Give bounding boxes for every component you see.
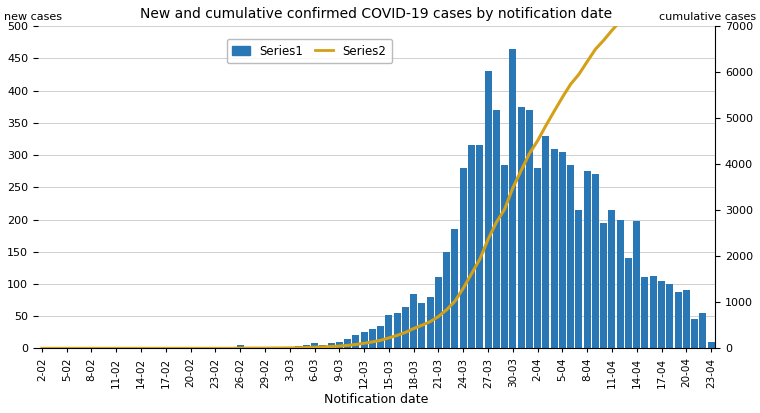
Bar bbox=[369, 329, 376, 348]
Bar bbox=[708, 342, 714, 348]
Bar bbox=[575, 210, 582, 348]
Bar bbox=[236, 345, 244, 348]
Bar bbox=[543, 136, 549, 348]
Bar bbox=[468, 145, 475, 348]
Bar bbox=[377, 326, 384, 348]
Bar bbox=[667, 284, 673, 348]
X-axis label: Notification date: Notification date bbox=[325, 393, 429, 406]
Bar bbox=[492, 110, 500, 348]
Bar bbox=[592, 174, 599, 348]
Bar bbox=[625, 258, 632, 348]
Title: New and cumulative confirmed COVID-19 cases by notification date: New and cumulative confirmed COVID-19 ca… bbox=[141, 7, 613, 21]
Bar bbox=[550, 149, 558, 348]
Bar bbox=[567, 165, 574, 348]
Legend: Series1, Series2: Series1, Series2 bbox=[226, 39, 392, 64]
Bar bbox=[451, 229, 458, 348]
Bar bbox=[287, 347, 293, 348]
Bar bbox=[336, 342, 343, 348]
Bar bbox=[633, 221, 640, 348]
Bar bbox=[699, 313, 706, 348]
Bar bbox=[460, 168, 467, 348]
Bar bbox=[328, 342, 334, 348]
Bar bbox=[319, 345, 326, 348]
Text: cumulative cases: cumulative cases bbox=[659, 12, 756, 22]
Bar bbox=[344, 339, 351, 348]
Bar bbox=[443, 252, 450, 348]
Bar bbox=[295, 347, 302, 348]
Bar bbox=[526, 110, 533, 348]
Bar bbox=[501, 165, 508, 348]
Bar bbox=[682, 290, 690, 348]
Bar bbox=[311, 343, 318, 348]
Bar bbox=[534, 168, 541, 348]
Bar bbox=[385, 315, 392, 348]
Bar bbox=[559, 152, 566, 348]
Bar bbox=[426, 297, 434, 348]
Bar bbox=[600, 223, 607, 348]
Bar bbox=[477, 145, 483, 348]
Bar bbox=[302, 345, 310, 348]
Bar bbox=[410, 294, 417, 348]
Bar bbox=[394, 313, 401, 348]
Bar bbox=[485, 71, 492, 348]
Bar bbox=[353, 335, 359, 348]
Bar bbox=[650, 275, 657, 348]
Bar bbox=[609, 210, 616, 348]
Bar bbox=[509, 49, 516, 348]
Bar bbox=[360, 332, 368, 348]
Bar bbox=[419, 303, 426, 348]
Bar bbox=[675, 292, 682, 348]
Bar bbox=[518, 107, 524, 348]
Bar bbox=[641, 278, 648, 348]
Bar bbox=[402, 307, 409, 348]
Bar bbox=[658, 281, 665, 348]
Bar bbox=[435, 278, 442, 348]
Text: new cases: new cases bbox=[4, 12, 62, 22]
Bar bbox=[616, 220, 624, 348]
Bar bbox=[584, 171, 591, 348]
Bar bbox=[691, 319, 698, 348]
